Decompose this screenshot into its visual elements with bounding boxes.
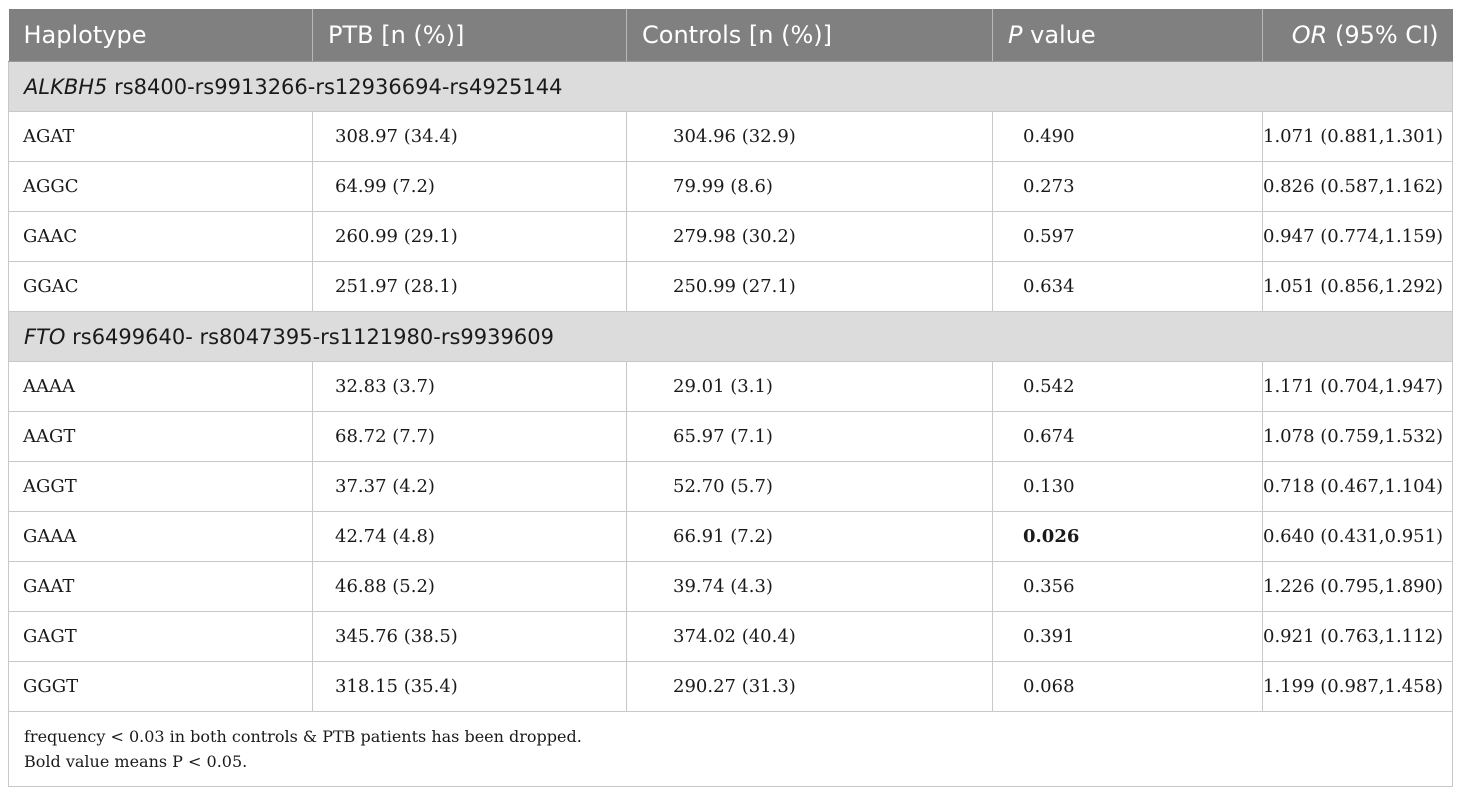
header-or: OR (95% CI) — [1262, 9, 1453, 62]
cell-ptb: 46.88 (5.2) — [312, 561, 627, 612]
cell-or: 0.921 (0.763,1.112) — [1262, 611, 1453, 662]
table-row: GAAA 42.74 (4.8) 66.91 (7.2) 0.026 0.640 (0.… — [8, 511, 1453, 562]
haplotype-table: Haplotype PTB [n (%)] Controls [n (%)] P… — [8, 9, 1453, 787]
section-gene: FTO — [24, 324, 66, 349]
section-header: ALKBH5 rs8400-rs9913266-rs12936694-rs492… — [8, 61, 1453, 112]
cell-or: 1.171 (0.704,1.947) — [1262, 361, 1453, 412]
cell-p-value: 0.273 — [992, 161, 1263, 212]
table-row: AGGC 64.99 (7.2) 79.99 (8.6) 0.273 0.826 (0.… — [8, 161, 1453, 212]
section-header-row: ALKBH5 rs8400-rs9913266-rs12936694-rs492… — [8, 61, 1453, 112]
cell-ptb: 37.37 (4.2) — [312, 461, 627, 512]
cell-controls: 79.99 (8.6) — [626, 161, 993, 212]
cell-haplotype: GAAA — [8, 511, 313, 562]
cell-or: 1.078 (0.759,1.532) — [1262, 411, 1453, 462]
table-row: GGAC 251.97 (28.1) 250.99 (27.1) 0.634 1.051… — [8, 261, 1453, 312]
cell-or: 1.199 (0.987,1.458) — [1262, 661, 1453, 712]
cell-p-value: 0.026 — [992, 511, 1263, 562]
table-row: GGGT 318.15 (35.4) 290.27 (31.3) 0.068 1.199… — [8, 661, 1453, 712]
cell-haplotype: AGAT — [8, 111, 313, 162]
table-row: AGGT 37.37 (4.2) 52.70 (5.7) 0.130 0.718 (0.… — [8, 461, 1453, 512]
cell-controls: 304.96 (32.9) — [626, 111, 993, 162]
cell-ptb: 64.99 (7.2) — [312, 161, 627, 212]
cell-ptb: 318.15 (35.4) — [312, 661, 627, 712]
footnote-row: frequency < 0.03 in both controls & PTB … — [8, 711, 1453, 787]
cell-haplotype: GGGT — [8, 661, 313, 712]
cell-haplotype: GAAC — [8, 211, 313, 262]
section-snps: rs6499640- rs8047395-rs1121980-rs9939609 — [65, 324, 554, 349]
cell-p-value: 0.634 — [992, 261, 1263, 312]
cell-ptb: 308.97 (34.4) — [312, 111, 627, 162]
section-header: FTO rs6499640- rs8047395-rs1121980-rs993… — [8, 311, 1453, 362]
cell-ptb: 251.97 (28.1) — [312, 261, 627, 312]
cell-p-value: 0.130 — [992, 461, 1263, 512]
cell-p-value: 0.597 — [992, 211, 1263, 262]
cell-controls: 279.98 (30.2) — [626, 211, 993, 262]
header-row: Haplotype PTB [n (%)] Controls [n (%)] P… — [8, 9, 1453, 62]
table-row: AAGT 68.72 (7.7) 65.97 (7.1) 0.674 1.078 (0.… — [8, 411, 1453, 462]
cell-controls: 65.97 (7.1) — [626, 411, 993, 462]
footnote-line: frequency < 0.03 in both controls & PTB … — [24, 727, 582, 746]
cell-controls: 29.01 (3.1) — [626, 361, 993, 412]
table-row: GAGT 345.76 (38.5) 374.02 (40.4) 0.391 0.921… — [8, 611, 1453, 662]
cell-haplotype: AGGC — [8, 161, 313, 212]
cell-ptb: 260.99 (29.1) — [312, 211, 627, 262]
cell-haplotype: AAAA — [8, 361, 313, 412]
cell-ptb: 32.83 (3.7) — [312, 361, 627, 412]
cell-haplotype: GGAC — [8, 261, 313, 312]
cell-haplotype: AAGT — [8, 411, 313, 462]
table-row: AGAT 308.97 (34.4) 304.96 (32.9) 0.490 1.071… — [8, 111, 1453, 162]
section-snps: rs8400-rs9913266-rs12936694-rs4925144 — [107, 74, 563, 99]
cell-haplotype: GAGT — [8, 611, 313, 662]
header-haplotype: Haplotype — [8, 9, 313, 62]
cell-controls: 39.74 (4.3) — [626, 561, 993, 612]
cell-p-value: 0.674 — [992, 411, 1263, 462]
cell-p-value: 0.356 — [992, 561, 1263, 612]
cell-or: 1.226 (0.795,1.890) — [1262, 561, 1453, 612]
cell-or: 0.826 (0.587,1.162) — [1262, 161, 1453, 212]
cell-controls: 374.02 (40.4) — [626, 611, 993, 662]
section-header-row: FTO rs6499640- rs8047395-rs1121980-rs993… — [8, 311, 1453, 362]
table-row: GAAT 46.88 (5.2) 39.74 (4.3) 0.356 1.226 (0.… — [8, 561, 1453, 612]
cell-ptb: 345.76 (38.5) — [312, 611, 627, 662]
table-row: GAAC 260.99 (29.1) 279.98 (30.2) 0.597 0.947… — [8, 211, 1453, 262]
cell-or: 0.718 (0.467,1.104) — [1262, 461, 1453, 512]
cell-haplotype: AGGT — [8, 461, 313, 512]
cell-controls: 52.70 (5.7) — [626, 461, 993, 512]
cell-controls: 290.27 (31.3) — [626, 661, 993, 712]
section-gene: ALKBH5 — [24, 74, 108, 99]
cell-p-value: 0.391 — [992, 611, 1263, 662]
table-row: AAAA 32.83 (3.7) 29.01 (3.1) 0.542 1.171 (0.… — [8, 361, 1453, 412]
cell-p-value: 0.490 — [992, 111, 1263, 162]
cell-or: 1.051 (0.856,1.292) — [1262, 261, 1453, 312]
header-controls: Controls [n (%)] — [626, 9, 993, 62]
header-ptb: PTB [n (%)] — [312, 9, 627, 62]
header-or-rest: (95% CI) — [1327, 21, 1439, 49]
cell-ptb: 42.74 (4.8) — [312, 511, 627, 562]
cell-controls: 66.91 (7.2) — [626, 511, 993, 562]
header-p-italic: P — [1008, 21, 1023, 49]
footnote: frequency < 0.03 in both controls & PTB … — [8, 711, 1453, 787]
header-or-italic: OR — [1291, 21, 1328, 49]
cell-haplotype: GAAT — [8, 561, 313, 612]
cell-or: 0.640 (0.431,0.951) — [1262, 511, 1453, 562]
header-p-rest: value — [1022, 21, 1096, 49]
cell-or: 0.947 (0.774,1.159) — [1262, 211, 1453, 262]
cell-p-value: 0.068 — [992, 661, 1263, 712]
cell-controls: 250.99 (27.1) — [626, 261, 993, 312]
cell-p-value: 0.542 — [992, 361, 1263, 412]
footnote-line: Bold value means P < 0.05. — [24, 752, 248, 771]
cell-ptb: 68.72 (7.7) — [312, 411, 627, 462]
cell-or: 1.071 (0.881,1.301) — [1262, 111, 1453, 162]
table-container: Haplotype PTB [n (%)] Controls [n (%)] P… — [8, 9, 1453, 787]
header-p-value: P value — [992, 9, 1263, 62]
